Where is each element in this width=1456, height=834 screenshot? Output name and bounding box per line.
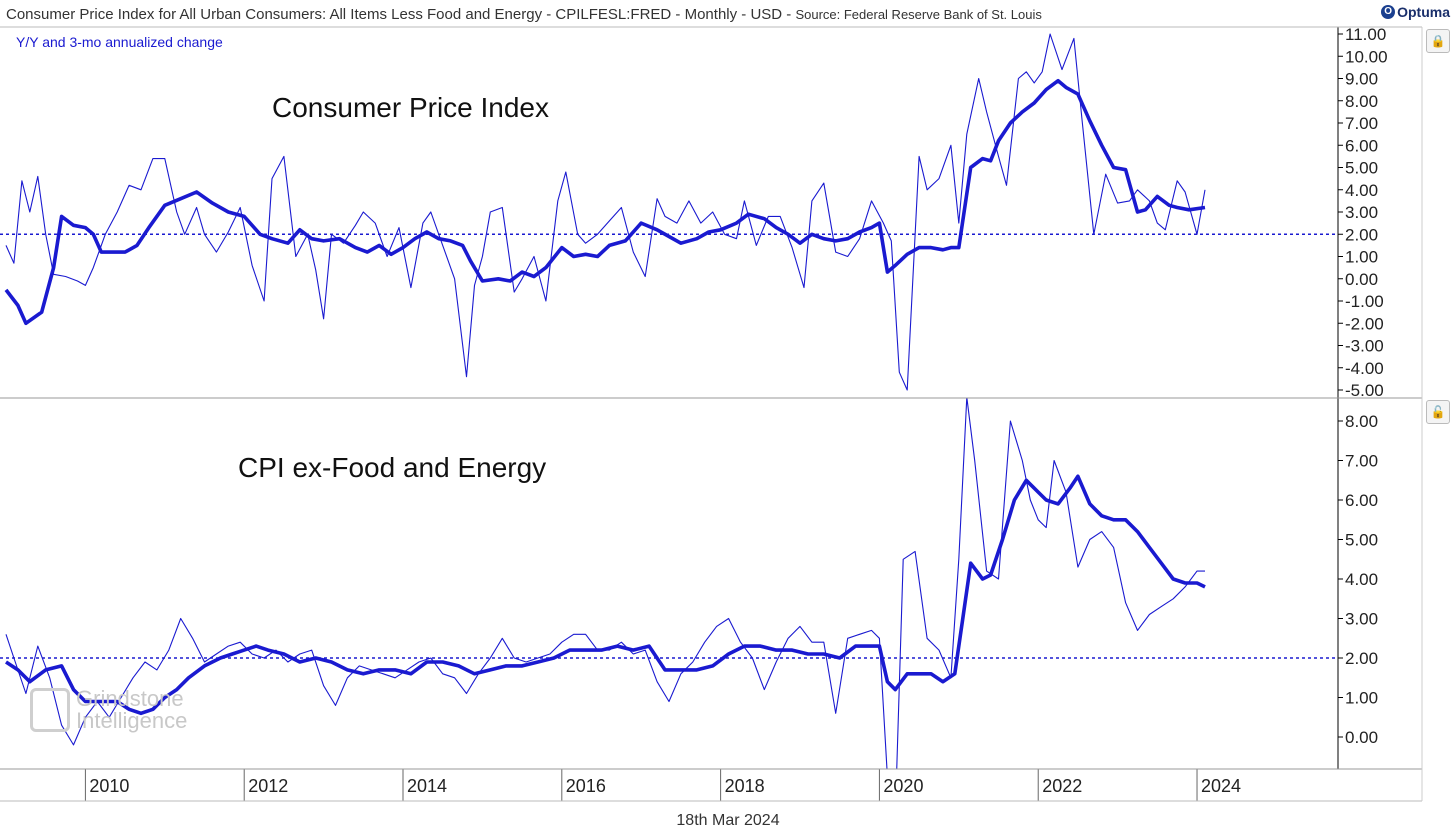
panel-cpi: 11.00 10.00 9.00 8.00 7.00 6.00 5.00 4.00 3.00 2.… bbox=[0, 25, 1388, 400]
y-tick-label: 5.00 bbox=[1345, 531, 1378, 550]
y-tick-label: 4.00 bbox=[1345, 570, 1378, 589]
y-tick-label: 4.00 bbox=[1345, 181, 1378, 200]
y-tick-label: 3.00 bbox=[1345, 610, 1378, 629]
x-axis: 2010 2012 2014 2016 2018 2020 2022 2024 bbox=[84, 769, 1241, 801]
chart-subtitle: Y/Y and 3-mo annualized change bbox=[16, 34, 223, 50]
panel-core-cpi: 8.00 7.00 6.00 5.00 4.00 3.00 2.00 1.00 0.00 bbox=[0, 398, 1378, 769]
optuma-logo: O Optuma bbox=[1381, 4, 1450, 20]
y-tick-label: 9.00 bbox=[1345, 70, 1378, 89]
y-tick-label: 1.00 bbox=[1345, 689, 1378, 708]
y-tick-label: -3.00 bbox=[1345, 337, 1384, 356]
y-tick-label: 8.00 bbox=[1345, 92, 1378, 111]
x-tick-label: 2014 bbox=[407, 776, 447, 796]
y-tick-label: -1.00 bbox=[1345, 292, 1384, 311]
panel-title-cpi: Consumer Price Index bbox=[272, 92, 549, 123]
chart-title: Consumer Price Index for All Urban Consu… bbox=[6, 6, 796, 23]
watermark-line2: Intelligence bbox=[76, 708, 188, 733]
y-tick-label: 0.00 bbox=[1345, 270, 1378, 289]
y-tick-label: 6.00 bbox=[1345, 491, 1378, 510]
lock-open-icon[interactable]: 🔓 bbox=[1426, 400, 1450, 424]
y-tick-label: 11.00 bbox=[1345, 25, 1386, 44]
panel-title-core-cpi: CPI ex-Food and Energy bbox=[238, 452, 546, 483]
y-tick-label: 0.00 bbox=[1345, 728, 1378, 747]
y-tick-label: 1.00 bbox=[1345, 248, 1378, 267]
series-line-yy bbox=[5, 474, 1206, 716]
lock-icon[interactable]: 🔒 bbox=[1426, 29, 1450, 53]
y-tick-label: 8.00 bbox=[1345, 412, 1378, 431]
x-tick-label: 2022 bbox=[1042, 776, 1082, 796]
y-tick-label: 7.00 bbox=[1345, 452, 1378, 471]
chart-source: Source: Federal Reserve Bank of St. Loui… bbox=[795, 7, 1042, 22]
y-tick-label: 5.00 bbox=[1345, 159, 1378, 178]
y-tick-label: -2.00 bbox=[1345, 314, 1384, 333]
chart-date: 18th Mar 2024 bbox=[676, 812, 780, 829]
x-tick-label: 2010 bbox=[89, 776, 129, 796]
series-line-3mo bbox=[5, 33, 1206, 391]
series-line-3mo bbox=[5, 398, 1205, 769]
x-tick-label: 2016 bbox=[566, 776, 606, 796]
y-tick-label: -5.00 bbox=[1345, 381, 1384, 400]
y-tick-label: 7.00 bbox=[1345, 114, 1378, 133]
x-tick-label: 2012 bbox=[248, 776, 288, 796]
y-tick-label: 2.00 bbox=[1345, 649, 1378, 668]
logo-text: Optuma bbox=[1397, 4, 1450, 20]
chart-header: Consumer Price Index for All Urban Consu… bbox=[6, 6, 1042, 23]
x-tick-label: 2024 bbox=[1201, 776, 1241, 796]
y-tick-label: 3.00 bbox=[1345, 203, 1378, 222]
series-line-yy bbox=[4, 78, 1206, 326]
watermark-line1: Grindstone bbox=[76, 686, 184, 711]
watermark-logo-icon bbox=[30, 688, 70, 732]
optuma-logo-icon: O bbox=[1381, 5, 1396, 19]
x-tick-label: 2018 bbox=[725, 776, 765, 796]
y-tick-label: 2.00 bbox=[1345, 225, 1378, 244]
y-tick-label: -4.00 bbox=[1345, 359, 1384, 378]
watermark: Grindstone Intelligence bbox=[30, 688, 187, 732]
y-tick-label: 10.00 bbox=[1345, 47, 1388, 66]
x-tick-label: 2020 bbox=[883, 776, 923, 796]
y-tick-label: 6.00 bbox=[1345, 136, 1378, 155]
